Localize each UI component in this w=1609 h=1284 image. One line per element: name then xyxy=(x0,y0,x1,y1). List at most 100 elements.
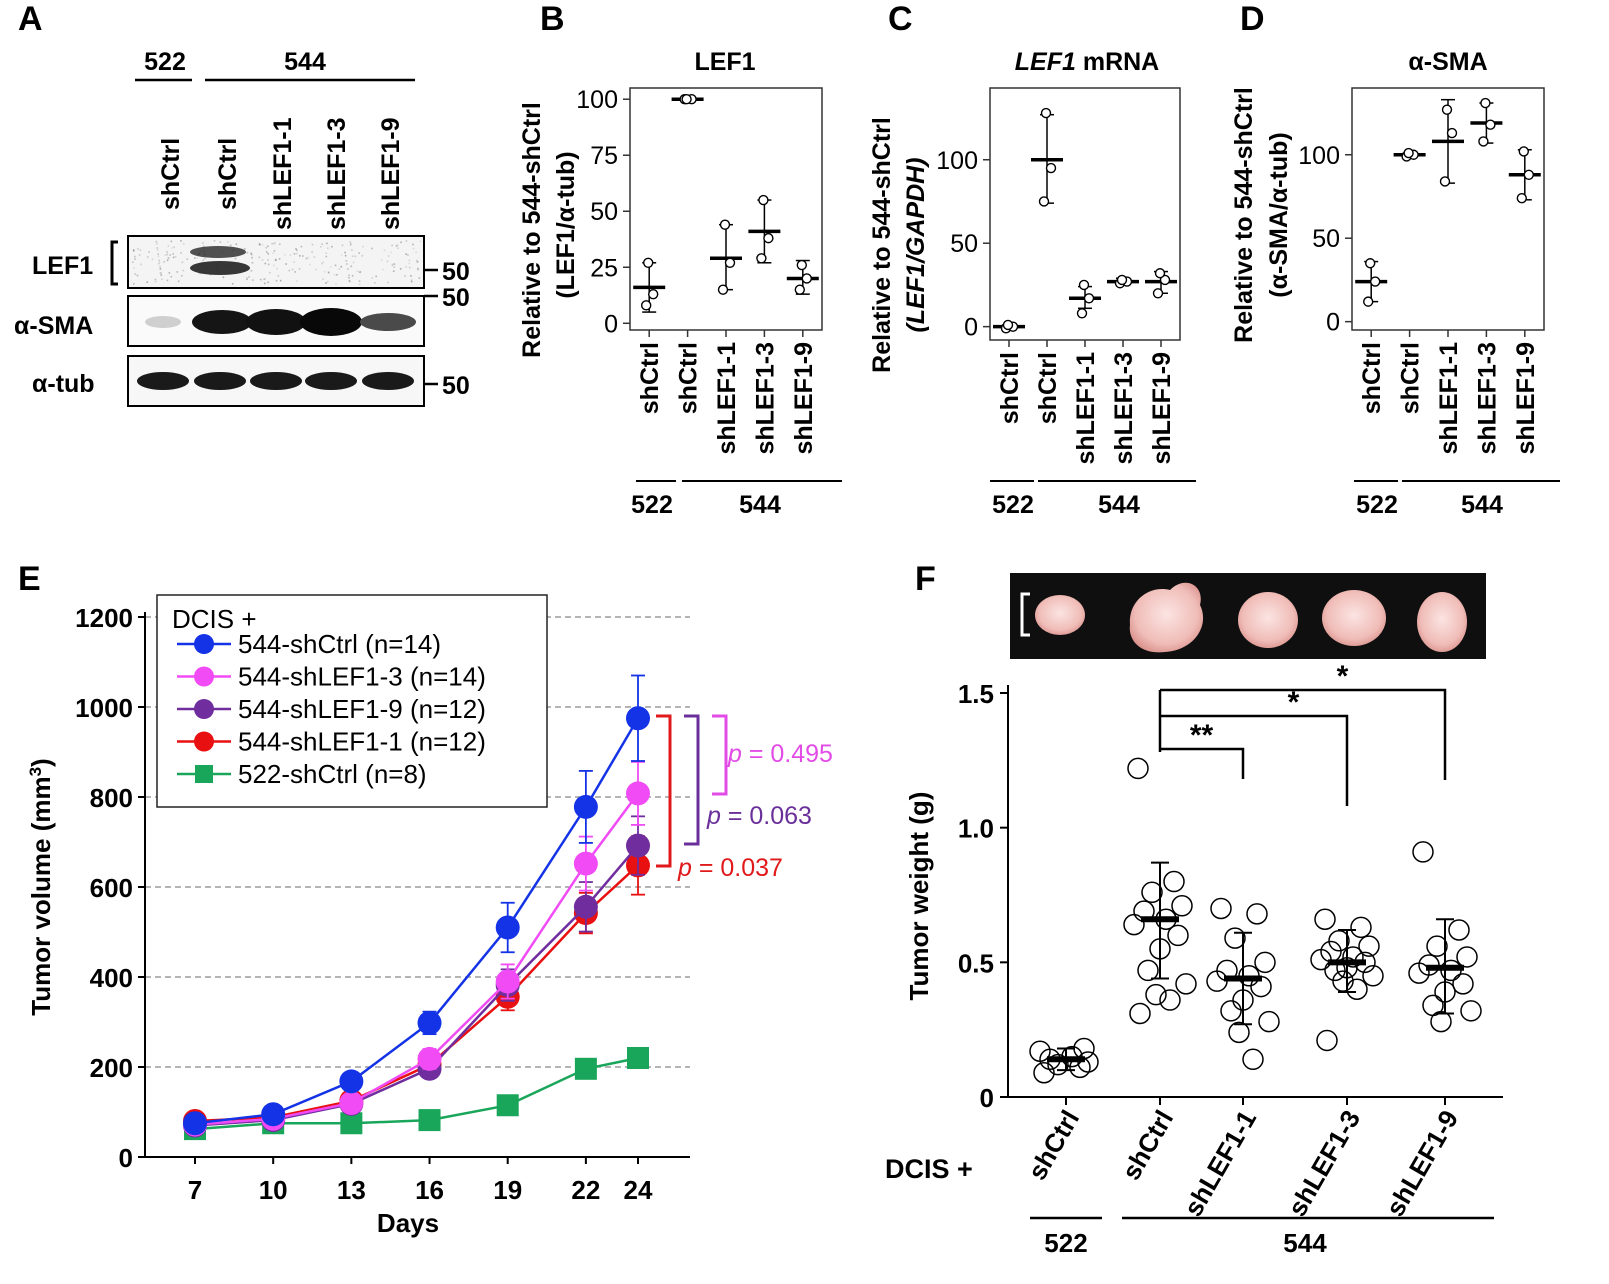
blot-noise xyxy=(296,280,298,282)
y-axis-label: Relative to 544-shCtrl xyxy=(868,117,896,373)
blot-noise xyxy=(248,276,250,278)
blot-noise xyxy=(315,268,317,271)
group-label-522: 522 xyxy=(631,491,673,519)
blot-noise xyxy=(291,268,294,271)
blot-noise xyxy=(202,245,205,247)
data-point xyxy=(1403,147,1414,159)
blot-noise xyxy=(293,253,296,255)
lef1-band-lower xyxy=(190,261,250,275)
blot-noise xyxy=(391,264,394,266)
data-point xyxy=(1254,951,1276,974)
blot-noise xyxy=(261,244,264,246)
data-point xyxy=(1441,104,1453,115)
blot-noise xyxy=(336,274,338,276)
x-tick-label: 7 xyxy=(188,1175,202,1205)
blot-noise xyxy=(351,249,353,251)
blot-noise xyxy=(267,252,269,255)
data-point xyxy=(183,1111,207,1136)
blot-noise xyxy=(161,278,163,280)
data-point xyxy=(1426,935,1448,957)
blot-noise xyxy=(285,263,287,265)
data-point xyxy=(573,851,598,876)
blot-noise xyxy=(250,253,253,256)
blot-noise xyxy=(159,272,162,274)
blot-noise xyxy=(202,242,204,244)
y-tick-label: 25 xyxy=(590,254,618,282)
blot-noise xyxy=(164,254,167,256)
y-tick-label: 200 xyxy=(90,1053,133,1083)
blot-noise xyxy=(158,261,161,264)
data-point xyxy=(648,288,659,300)
blot-noise xyxy=(354,255,357,258)
group-label-544: 544 xyxy=(739,491,781,519)
blot-row-label-atub: α-tub xyxy=(32,370,95,398)
significance-star: * xyxy=(1288,686,1300,719)
data-point xyxy=(1154,268,1166,279)
blot-noise xyxy=(392,263,395,265)
blot-noise xyxy=(394,263,396,265)
blot-noise xyxy=(338,268,341,270)
blot-noise xyxy=(300,245,303,248)
data-point xyxy=(1152,288,1164,299)
blot-lane-label: shCtrl xyxy=(214,138,242,210)
data-point xyxy=(681,94,692,105)
chart-title: LEF1 mRNA xyxy=(1015,48,1159,76)
data-point xyxy=(495,969,520,994)
blot-noise xyxy=(137,248,139,250)
pvalue-bracket xyxy=(684,714,700,846)
blot-noise xyxy=(410,275,412,277)
blot-noise xyxy=(139,249,142,251)
x-tick-label: shLEF1-9 xyxy=(1380,1105,1464,1221)
blot-lane-label: shLEF1-3 xyxy=(323,117,351,230)
y-tick-label: 50 xyxy=(590,198,618,226)
legend-marker xyxy=(194,666,214,687)
blot-noise xyxy=(166,279,169,282)
blot-noise xyxy=(311,243,314,246)
blot-noise xyxy=(295,248,297,250)
panel-letter-e: E xyxy=(18,560,41,598)
blot-noise xyxy=(358,283,361,286)
legend-marker xyxy=(194,634,214,654)
blot-noise xyxy=(213,240,216,242)
data-point xyxy=(1175,973,1197,995)
data-point xyxy=(1171,895,1193,917)
data-point xyxy=(1246,903,1268,925)
blot-noise xyxy=(386,260,389,263)
legend-label: 544-shCtrl (n=14) xyxy=(238,629,441,659)
y-tick-label: 50 xyxy=(950,230,978,258)
blot-noise xyxy=(182,243,185,245)
data-point xyxy=(1342,946,1364,968)
blot-noise xyxy=(325,282,327,284)
blot-noise xyxy=(371,247,373,249)
blot-noise xyxy=(356,270,359,273)
atub-band xyxy=(305,372,357,390)
y-tick-label: 100 xyxy=(576,86,618,114)
blot-noise xyxy=(133,250,135,252)
x-tick-label: shLEF1-9 xyxy=(1148,352,1176,465)
data-point xyxy=(1163,870,1185,893)
blot-noise xyxy=(181,261,184,264)
x-tick-label: shCtrl xyxy=(996,352,1024,424)
data-point xyxy=(1040,107,1052,119)
mw-marker-50: 50 xyxy=(442,372,470,400)
blot-noise xyxy=(133,283,135,285)
data-point xyxy=(1224,927,1246,949)
data-point xyxy=(1478,136,1489,147)
data-point xyxy=(573,894,598,919)
data-point xyxy=(573,794,598,819)
y-tick-label: 0 xyxy=(964,314,978,342)
pvalue-label: p = 0.495 xyxy=(727,740,833,768)
blot-noise xyxy=(340,265,343,268)
blot-noise xyxy=(275,259,277,262)
blot-noise xyxy=(246,251,249,254)
data-point xyxy=(1167,924,1189,947)
blot-noise xyxy=(400,241,402,244)
blot-noise xyxy=(323,271,326,273)
blot-noise xyxy=(258,243,261,245)
data-point xyxy=(626,833,650,858)
blot-noise xyxy=(177,280,180,283)
blot-noise xyxy=(397,247,399,249)
blot-noise xyxy=(168,272,171,274)
y-axis-label: (LEF1/α-tub) xyxy=(552,151,580,298)
blot-noise xyxy=(264,262,267,265)
